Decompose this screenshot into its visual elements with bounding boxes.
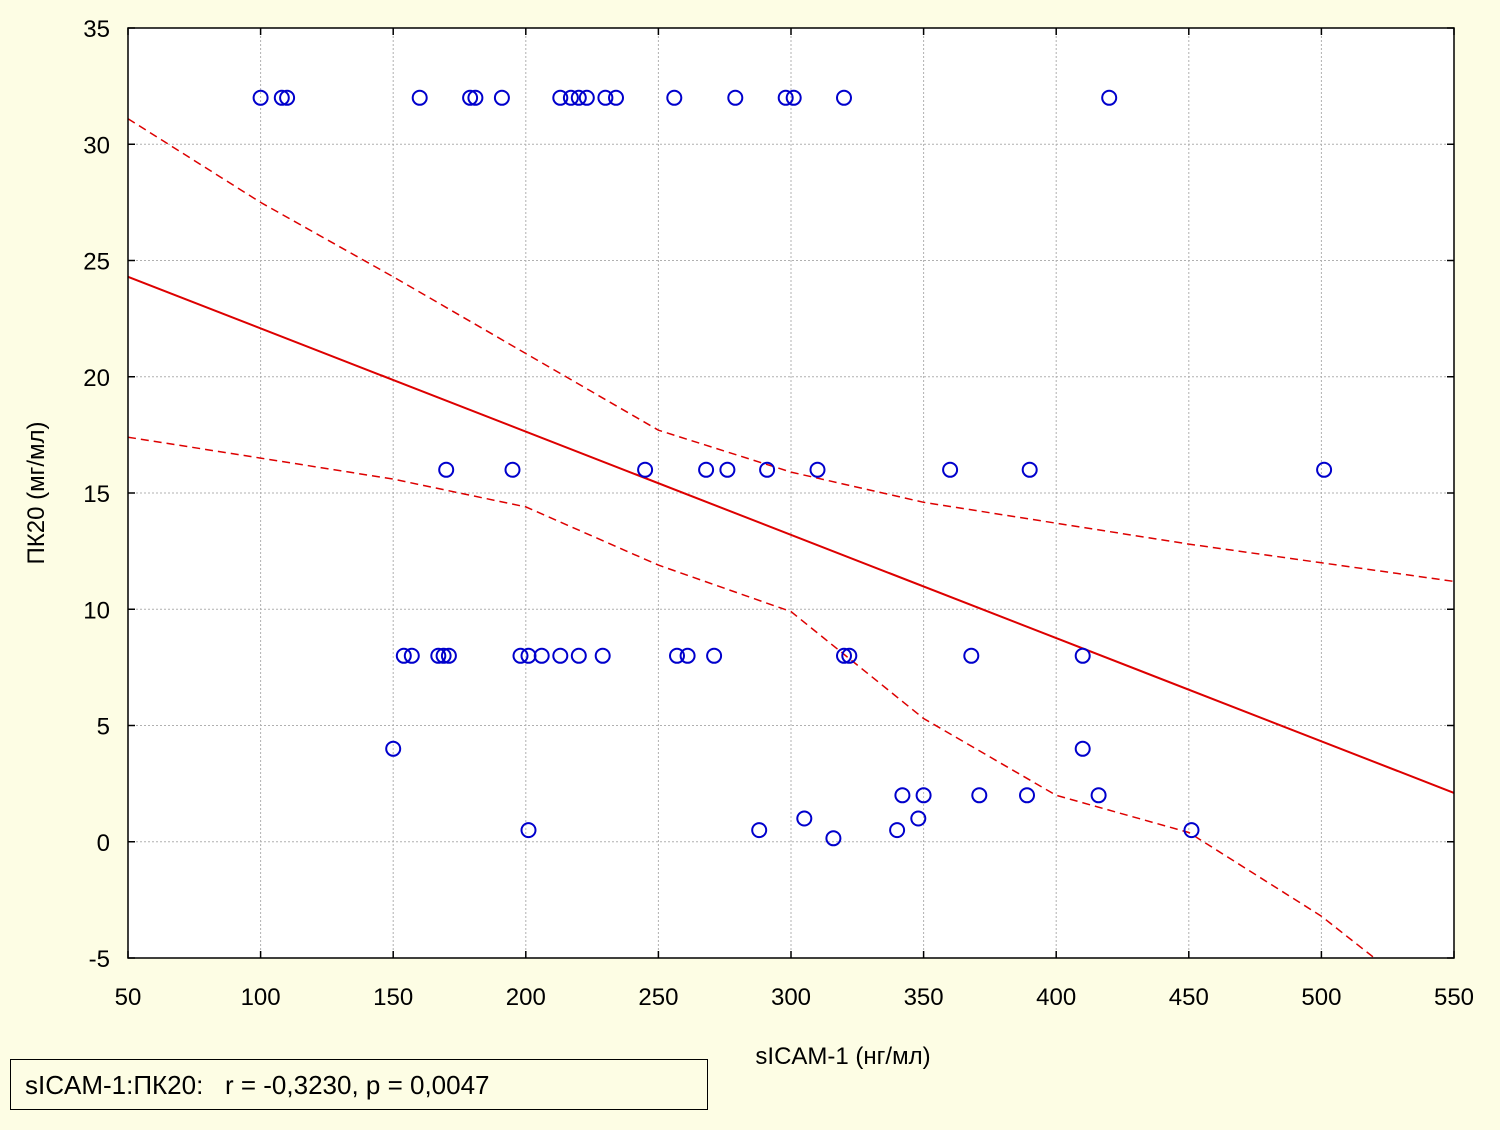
- data-point: [493, 89, 510, 106]
- grid: [128, 28, 1454, 958]
- data-point: [1021, 461, 1038, 478]
- data-point: [1074, 647, 1091, 664]
- x-axis-label: sICAM-1 (нг/мл): [755, 1043, 930, 1070]
- x-tick-label: 50: [115, 984, 142, 1011]
- y-tick-label: 30: [83, 132, 110, 159]
- x-tick-label: 150: [373, 984, 413, 1011]
- regression-line: [127, 275, 1455, 794]
- axis-ticks: 50 100 150 200 250 300 350 400 450 500 550 -5 0 5 10 15…: [83, 16, 1474, 1011]
- y-tick-label: 35: [83, 16, 110, 43]
- data-point: [597, 89, 614, 106]
- data-point: [841, 647, 858, 664]
- data-point: [889, 822, 906, 839]
- data-points: [252, 89, 1333, 847]
- data-point: [430, 647, 447, 664]
- stats-box: sICAM-1:ПК20: r = -0,3230, p = 0,0047: [10, 1059, 708, 1110]
- data-point: [273, 89, 290, 106]
- data-point: [438, 461, 455, 478]
- data-point: [552, 89, 569, 106]
- y-tick-label: 15: [83, 481, 110, 508]
- data-point: [706, 647, 723, 664]
- data-point: [836, 647, 852, 664]
- data-point: [637, 461, 654, 478]
- data-point: [1316, 461, 1333, 478]
- data-point: [570, 89, 587, 106]
- x-tick-label: 350: [904, 984, 944, 1011]
- y-tick-label: 5: [97, 714, 110, 741]
- data-point: [435, 647, 452, 664]
- data-point: [385, 740, 402, 757]
- data-point: [1019, 787, 1035, 804]
- data-point: [796, 810, 813, 827]
- confidence-upper: [127, 118, 1455, 583]
- data-point: [894, 787, 911, 804]
- data-point: [942, 461, 959, 478]
- data-point: [751, 822, 768, 839]
- data-point: [1090, 787, 1107, 804]
- data-point: [252, 89, 269, 106]
- data-point: [608, 89, 624, 106]
- confidence-lower: [127, 436, 1375, 959]
- data-point: [562, 89, 579, 106]
- y-tick-label: 0: [97, 830, 110, 857]
- data-point: [809, 461, 826, 478]
- data-point: [910, 810, 927, 827]
- data-point: [411, 89, 428, 106]
- x-tick-label: 500: [1301, 984, 1341, 1011]
- data-point: [578, 89, 595, 106]
- data-point: [504, 461, 521, 478]
- correlation-stats: sICAM-1:ПК20: r = -0,3230, p = 0,0047: [25, 1070, 490, 1100]
- y-tick-label: 25: [83, 249, 110, 276]
- data-point: [777, 89, 794, 106]
- x-tick-label: 300: [771, 984, 811, 1011]
- x-tick-label: 250: [638, 984, 678, 1011]
- data-point: [727, 89, 744, 106]
- data-point: [669, 647, 685, 664]
- y-axis-label: ПК20 (мг/мл): [23, 421, 50, 564]
- x-tick-label: 200: [506, 984, 546, 1011]
- data-point: [467, 89, 484, 106]
- data-point: [963, 647, 980, 664]
- x-tick-label: 400: [1036, 984, 1076, 1011]
- data-point: [462, 89, 479, 106]
- x-tick-label: 450: [1169, 984, 1209, 1011]
- data-point: [719, 461, 736, 478]
- data-point: [836, 89, 852, 106]
- data-point: [679, 647, 696, 664]
- data-point: [395, 647, 412, 664]
- data-point: [594, 647, 611, 664]
- fit-line: [127, 275, 1455, 794]
- data-point: [533, 647, 550, 664]
- data-point: [971, 787, 988, 804]
- y-tick-label: 20: [83, 365, 110, 392]
- data-point: [512, 647, 529, 664]
- y-tick-label: 10: [83, 597, 110, 624]
- data-point: [759, 461, 776, 478]
- data-point: [698, 461, 715, 478]
- data-point: [279, 89, 296, 106]
- data-point: [1183, 822, 1200, 839]
- confidence-bands: [127, 118, 1455, 959]
- data-point: [520, 822, 537, 839]
- data-point: [785, 89, 802, 106]
- x-tick-label: 100: [241, 984, 281, 1011]
- data-point: [666, 89, 683, 106]
- data-point: [1074, 740, 1091, 757]
- data-point: [915, 787, 932, 804]
- data-point: [440, 647, 457, 664]
- data-point: [570, 647, 587, 664]
- x-tick-label: 550: [1434, 984, 1474, 1011]
- data-point: [1101, 89, 1118, 106]
- data-point: [552, 647, 569, 664]
- data-point: [403, 647, 420, 664]
- data-point: [825, 830, 842, 847]
- y-tick-label: -5: [89, 946, 110, 973]
